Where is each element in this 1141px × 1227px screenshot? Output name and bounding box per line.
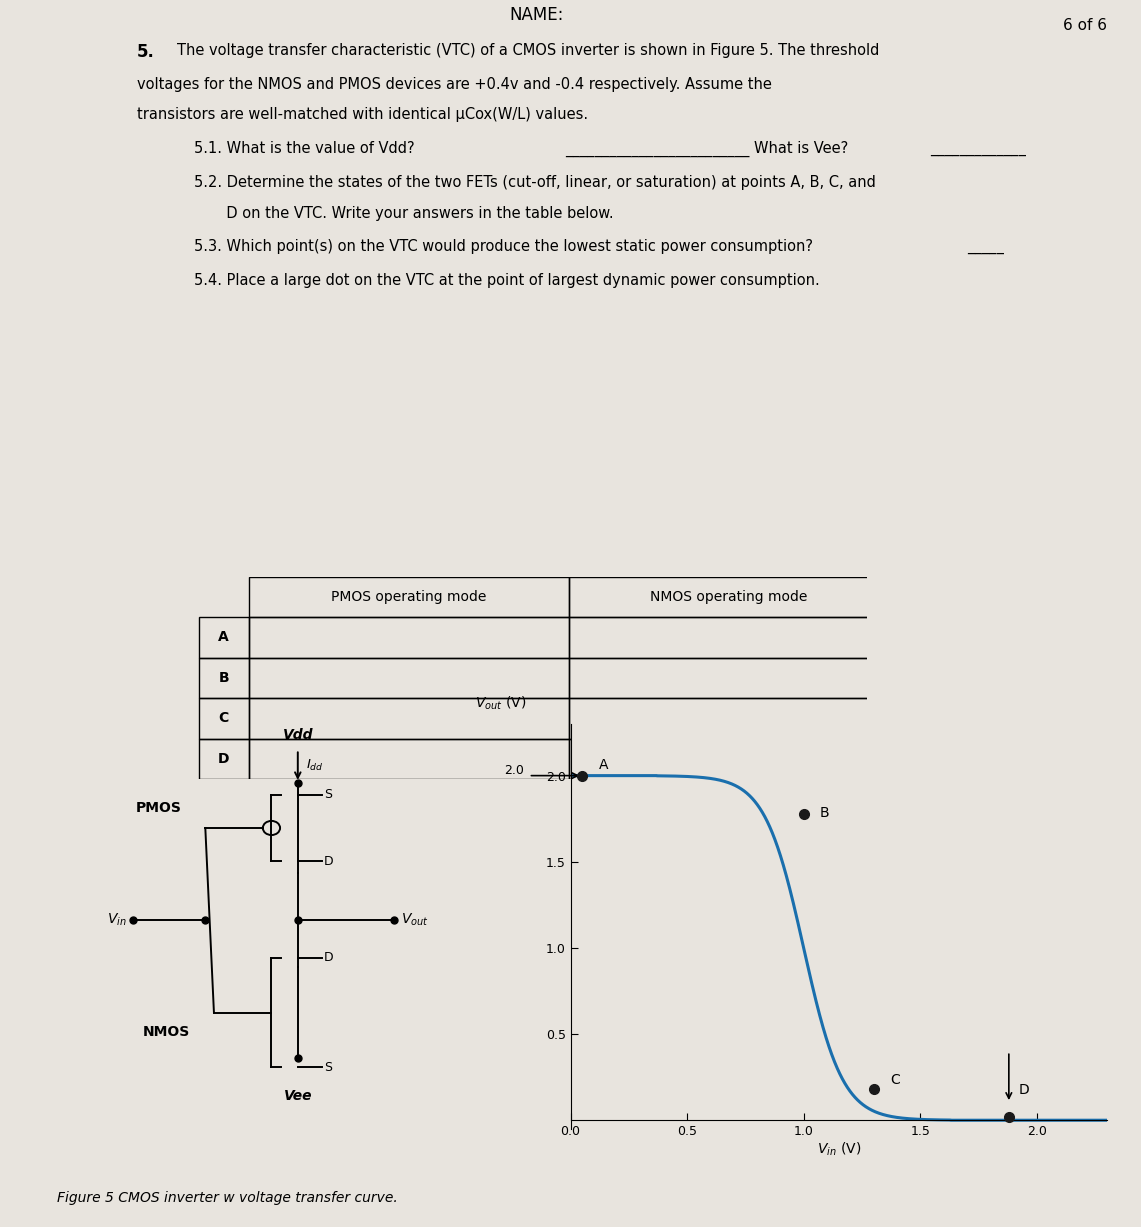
Text: B: B xyxy=(218,671,229,685)
Text: _____: _____ xyxy=(968,239,1004,254)
Text: 5.1. What is the value of Vdd?: 5.1. What is the value of Vdd? xyxy=(194,141,414,156)
Text: NAME:: NAME: xyxy=(509,6,564,25)
Text: D on the VTC. Write your answers in the table below.: D on the VTC. Write your answers in the … xyxy=(194,206,614,221)
Bar xyxy=(199,658,249,698)
Bar xyxy=(569,658,889,698)
Bar xyxy=(199,698,249,739)
Text: PMOS: PMOS xyxy=(136,801,181,816)
Text: B: B xyxy=(820,806,830,820)
Bar xyxy=(249,698,569,739)
Text: 5.4. Place a large dot on the VTC at the point of largest dynamic power consumpt: 5.4. Place a large dot on the VTC at the… xyxy=(194,274,819,288)
Text: transistors are well-matched with identical μCox(W/L) values.: transistors are well-matched with identi… xyxy=(137,108,588,123)
Bar xyxy=(569,739,889,779)
Bar xyxy=(569,698,889,739)
Text: $V_{in}$: $V_{in}$ xyxy=(106,912,127,929)
Text: D: D xyxy=(324,855,334,867)
Text: 5.2. Determine the states of the two FETs (cut-off, linear, or saturation) at po: 5.2. Determine the states of the two FET… xyxy=(194,175,876,190)
Bar xyxy=(199,617,249,658)
Y-axis label: $V_{out}$ (V): $V_{out}$ (V) xyxy=(475,694,526,712)
Bar xyxy=(199,739,249,779)
Bar xyxy=(249,577,569,617)
Text: _________________________ What is Vee?: _________________________ What is Vee? xyxy=(565,141,848,157)
Bar xyxy=(249,739,569,779)
Text: Figure 5 CMOS inverter w voltage transfer curve.: Figure 5 CMOS inverter w voltage transfe… xyxy=(57,1191,398,1205)
Bar xyxy=(249,658,569,698)
Text: NMOS operating mode: NMOS operating mode xyxy=(650,590,808,604)
Text: D: D xyxy=(218,752,229,766)
Text: $V_{out}$: $V_{out}$ xyxy=(400,912,429,929)
Text: A: A xyxy=(218,631,229,644)
Text: _____________: _____________ xyxy=(930,141,1026,156)
Text: D: D xyxy=(1018,1083,1029,1097)
Text: C: C xyxy=(890,1074,900,1087)
Text: NMOS: NMOS xyxy=(143,1025,189,1039)
Text: $I_{dd}$: $I_{dd}$ xyxy=(307,757,324,773)
Text: The voltage transfer characteristic (VTC) of a CMOS inverter is shown in Figure : The voltage transfer characteristic (VTC… xyxy=(177,43,880,58)
Text: 5.3. Which point(s) on the VTC would produce the lowest static power consumption: 5.3. Which point(s) on the VTC would pro… xyxy=(194,239,814,254)
Text: 6 of 6: 6 of 6 xyxy=(1062,18,1107,33)
X-axis label: $V_{in}$ (V): $V_{in}$ (V) xyxy=(817,1141,860,1158)
Text: 5.: 5. xyxy=(137,43,155,61)
Text: A: A xyxy=(599,758,608,772)
Text: Vdd: Vdd xyxy=(283,728,313,741)
Text: D: D xyxy=(324,951,334,964)
Bar xyxy=(249,617,569,658)
Text: S: S xyxy=(324,788,332,801)
Text: PMOS operating mode: PMOS operating mode xyxy=(331,590,486,604)
Text: S: S xyxy=(324,1061,332,1074)
Bar xyxy=(569,617,889,658)
Text: voltages for the NMOS and PMOS devices are +0.4v and -0.4 respectively. Assume t: voltages for the NMOS and PMOS devices a… xyxy=(137,76,771,92)
Text: 2.0: 2.0 xyxy=(504,764,524,777)
Text: C: C xyxy=(219,712,229,725)
Bar xyxy=(569,577,889,617)
Text: Vee: Vee xyxy=(284,1090,311,1103)
